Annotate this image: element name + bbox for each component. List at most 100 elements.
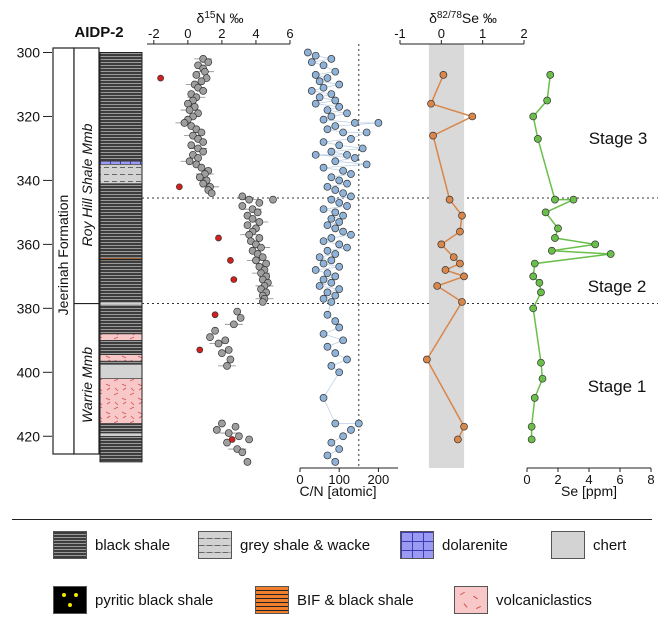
- data-point: [468, 112, 477, 121]
- data-point: [226, 355, 235, 364]
- data-point: [315, 77, 324, 86]
- data-point: [331, 457, 340, 466]
- data-point: [423, 355, 431, 364]
- depth-tick-label: 360: [17, 236, 41, 252]
- data-point: [323, 342, 332, 351]
- data-point: [343, 179, 351, 188]
- data-point: [339, 336, 347, 345]
- data-point: [245, 435, 253, 444]
- formation-label: Jeerinah Formation: [55, 195, 71, 316]
- pyritic-swatch: [53, 586, 87, 614]
- data-point: [211, 326, 219, 335]
- data-point: [529, 112, 538, 121]
- data-point: [331, 349, 340, 357]
- series-line: [530, 74, 611, 440]
- data-point: [551, 195, 559, 204]
- lithology-unit: [99, 160, 143, 165]
- data-point: [327, 214, 336, 223]
- data-point: [235, 432, 243, 441]
- data-point: [327, 298, 336, 306]
- data-point: [255, 234, 264, 242]
- data-point: [204, 58, 213, 66]
- lithology-unit: [100, 305, 142, 334]
- data-point: [327, 173, 336, 182]
- data-point: [535, 278, 544, 287]
- data-point: [185, 157, 194, 166]
- data-point: [331, 122, 340, 130]
- data-point: [331, 67, 340, 76]
- lithology-unit: [100, 423, 142, 434]
- data-point: [323, 246, 332, 255]
- se-ppm-panel: Se [ppm] 0 2 4 6 8: [523, 71, 655, 499]
- data-point: [335, 103, 344, 111]
- x-tick-label: 0: [296, 472, 303, 487]
- legend-label: pyritic black shale: [95, 591, 214, 609]
- legend-row-2: pyritic black shale BIF & black shale vo…: [0, 583, 658, 623]
- depth-tick-label: 380: [17, 300, 41, 316]
- data-point: [248, 214, 257, 223]
- data-point: [335, 218, 344, 226]
- data-point: [347, 230, 355, 239]
- data-point: [343, 355, 351, 364]
- data-point: [196, 346, 204, 354]
- data-point: [347, 134, 355, 143]
- x-tick-label: -1: [394, 26, 406, 41]
- data-point: [180, 119, 189, 127]
- depth-tick-label: 340: [17, 172, 41, 188]
- data-point: [354, 419, 363, 428]
- lithology-frame: [99, 52, 143, 463]
- data-point: [433, 282, 442, 290]
- data-point: [331, 317, 340, 325]
- data-point: [319, 394, 328, 402]
- data-point: [184, 99, 192, 108]
- data-point: [319, 237, 328, 246]
- data-point: [439, 71, 448, 79]
- data-point: [319, 163, 328, 172]
- data-point: [238, 202, 247, 210]
- data-point: [551, 234, 559, 242]
- data-point: [327, 234, 336, 242]
- data-point: [214, 339, 223, 348]
- data-point: [343, 243, 351, 252]
- stage-1-label: Stage 1: [588, 377, 647, 396]
- data-point: [218, 349, 226, 357]
- data-point: [311, 99, 320, 108]
- data-point: [245, 230, 253, 239]
- x-tick-label: 200: [368, 472, 390, 487]
- data-point: [243, 221, 252, 230]
- legend-label: volcaniclastics: [496, 591, 592, 609]
- x-tick-label: 6: [616, 472, 623, 487]
- se-isotope-panel: δ82/78Se ‰ -1 0 1 2: [394, 10, 528, 468]
- data-point: [339, 128, 347, 137]
- data-point: [323, 310, 332, 319]
- legend-item-dolarenite: dolarenite: [400, 528, 508, 562]
- lithology-unit: [100, 52, 142, 162]
- data-point: [303, 48, 312, 57]
- data-point: [339, 189, 347, 198]
- lithology-unit: [100, 260, 142, 302]
- lithology-unit: [99, 432, 143, 437]
- data-point: [454, 435, 462, 444]
- depth-axis: 300 320 340 360 380 400 420: [17, 45, 52, 444]
- data-point: [211, 311, 219, 319]
- data-point: [233, 307, 242, 316]
- data-point: [335, 262, 344, 271]
- data-point: [541, 208, 550, 217]
- data-point: [323, 182, 332, 191]
- shaded-band: [428, 44, 465, 468]
- data-point: [331, 157, 340, 166]
- d15n-axis-label: δ15N ‰: [197, 10, 244, 26]
- data-point: [362, 160, 371, 169]
- legend-item-pyritic: pyritic black shale: [53, 583, 213, 617]
- x-tick-label: 2: [218, 26, 225, 41]
- data-point: [319, 83, 328, 92]
- data-point: [445, 195, 454, 204]
- data-point: [554, 224, 562, 233]
- data-point: [427, 99, 435, 108]
- data-point: [255, 218, 264, 226]
- data-point: [230, 276, 238, 283]
- legend-item-black-shale: black shale: [53, 528, 170, 562]
- data-point: [319, 205, 328, 214]
- data-point: [335, 368, 344, 377]
